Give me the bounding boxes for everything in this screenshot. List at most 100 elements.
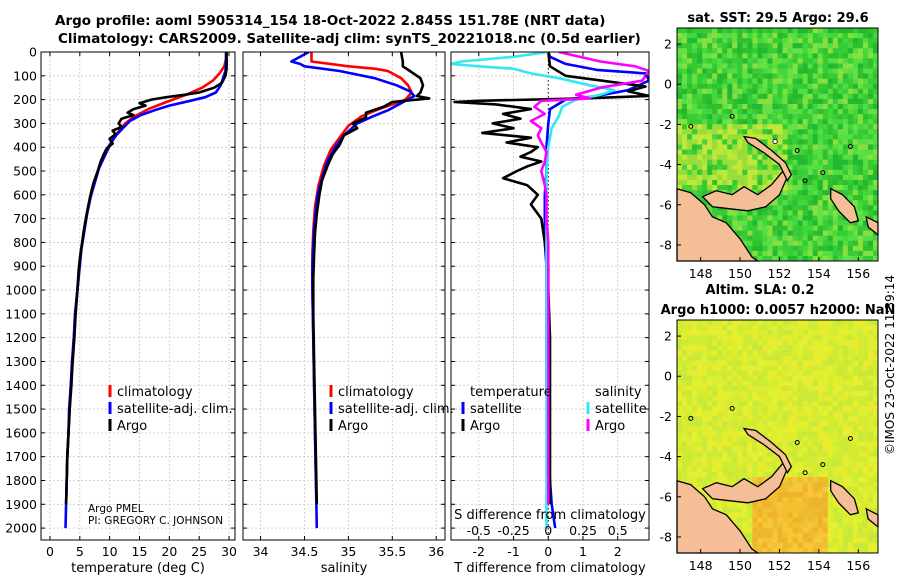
- heatmap-cell: [802, 325, 809, 331]
- heatmap-cell: [792, 129, 799, 135]
- heatmap-cell: [842, 129, 849, 135]
- heatmap-cell: [827, 68, 834, 74]
- heatmap-cell: [837, 431, 844, 437]
- heatmap-cell: [852, 98, 859, 105]
- heatmap-cell: [812, 431, 819, 437]
- heatmap-cell: [717, 159, 723, 166]
- heatmap-cell: [787, 190, 793, 196]
- heatmap-cell: [842, 517, 849, 524]
- heatmap-cell: [702, 169, 708, 176]
- heatmap-cell: [712, 28, 718, 34]
- heatmap-cell: [852, 179, 859, 186]
- heatmap-cell: [677, 477, 683, 483]
- heatmap-cell: [852, 245, 859, 252]
- heatmap-cell: [752, 149, 758, 156]
- heatmap-cell: [747, 446, 753, 453]
- heatmap-cell: [752, 43, 758, 49]
- heatmap-cell: [772, 522, 778, 529]
- heatmap-cell: [822, 38, 829, 44]
- heatmap-cell: [682, 93, 688, 100]
- heatmap-cell: [752, 345, 758, 351]
- heatmap-cell: [797, 426, 804, 432]
- heatmap-cell: [802, 245, 809, 252]
- heatmap-cell: [827, 28, 834, 34]
- heatmap-cell: [772, 466, 778, 473]
- heatmap-cell: [812, 83, 819, 90]
- heatmap-cell: [702, 159, 708, 166]
- heatmap-cell: [732, 340, 738, 346]
- heatmap-cell: [747, 78, 753, 85]
- heatmap-cell: [847, 73, 854, 80]
- heatmap-cell: [872, 507, 879, 513]
- heatmap-cell: [832, 210, 839, 216]
- heatmap-cell: [727, 144, 733, 150]
- heatmap-cell: [862, 330, 869, 336]
- heatmap-cell: [722, 68, 728, 74]
- heatmap-cell: [857, 471, 864, 478]
- heatmap-cell: [687, 350, 693, 356]
- heatmap-cell: [852, 477, 859, 483]
- heatmap-cell: [717, 169, 723, 176]
- heatmap-cell: [852, 522, 859, 529]
- heatmap-cell: [732, 390, 738, 397]
- heatmap-cell: [687, 134, 693, 140]
- heatmap-cell: [722, 441, 728, 448]
- heatmap-cell: [807, 190, 814, 196]
- heatmap-cell: [707, 134, 713, 140]
- heatmap-cell: [832, 466, 839, 473]
- heatmap-cell: [717, 380, 723, 387]
- heatmap-cell: [832, 426, 839, 432]
- heatmap-cell: [737, 210, 743, 216]
- heatmap-cell: [697, 431, 703, 437]
- heatmap-cell: [777, 240, 783, 247]
- heatmap-cell: [872, 98, 879, 105]
- heatmap-cell: [797, 411, 804, 417]
- heatmap-cell: [767, 124, 773, 130]
- heatmap-cell: [707, 421, 713, 427]
- heatmap-cell: [822, 33, 829, 39]
- heatmap-cell: [772, 43, 778, 49]
- heatmap-cell: [757, 512, 763, 518]
- heatmap-cell: [782, 320, 788, 326]
- heatmap-cell: [862, 215, 869, 221]
- heatmap-cell: [812, 320, 819, 326]
- heatmap-cell: [702, 103, 708, 110]
- heatmap-cell: [822, 370, 829, 377]
- heatmap-cell: [797, 340, 804, 346]
- heatmap-cell: [822, 225, 829, 232]
- heatmap-cell: [862, 370, 869, 377]
- heatmap-cell: [682, 68, 688, 74]
- heatmap-cell: [802, 502, 809, 508]
- heatmap-cell: [822, 320, 829, 326]
- island: [794, 148, 800, 153]
- heatmap-cell: [727, 164, 733, 171]
- heatmap-cell: [842, 169, 849, 176]
- heatmap-cell: [842, 33, 849, 39]
- axis-label-x: temperature (deg C): [71, 561, 205, 576]
- heatmap-cell: [742, 355, 748, 361]
- heatmap-cell: [677, 28, 683, 34]
- legend-title-temperature: temperature: [470, 385, 552, 400]
- tick-label-x: 0: [46, 544, 54, 559]
- heatmap-cell: [867, 38, 874, 44]
- heatmap-cell: [872, 421, 879, 427]
- heatmap-cell: [807, 169, 814, 176]
- heatmap-cell: [832, 240, 839, 247]
- heatmap-cell: [717, 456, 723, 463]
- heatmap-cell: [847, 134, 854, 140]
- heatmap-cell: [832, 446, 839, 453]
- heatmap-cell: [802, 38, 809, 44]
- heatmap-cell: [752, 28, 758, 34]
- heatmap-cell: [782, 487, 788, 493]
- heatmap-cell: [817, 28, 824, 34]
- heatmap-cell: [867, 129, 874, 135]
- heatmap-cell: [707, 335, 713, 341]
- heatmap-cell: [867, 250, 874, 257]
- heatmap-cell: [702, 441, 708, 448]
- heatmap-cell: [677, 345, 683, 351]
- heatmap-cell: [812, 401, 819, 407]
- heatmap-cell: [702, 350, 708, 356]
- heatmap-cell: [842, 547, 849, 554]
- heatmap-cell: [817, 532, 824, 539]
- heatmap-cell: [807, 174, 814, 181]
